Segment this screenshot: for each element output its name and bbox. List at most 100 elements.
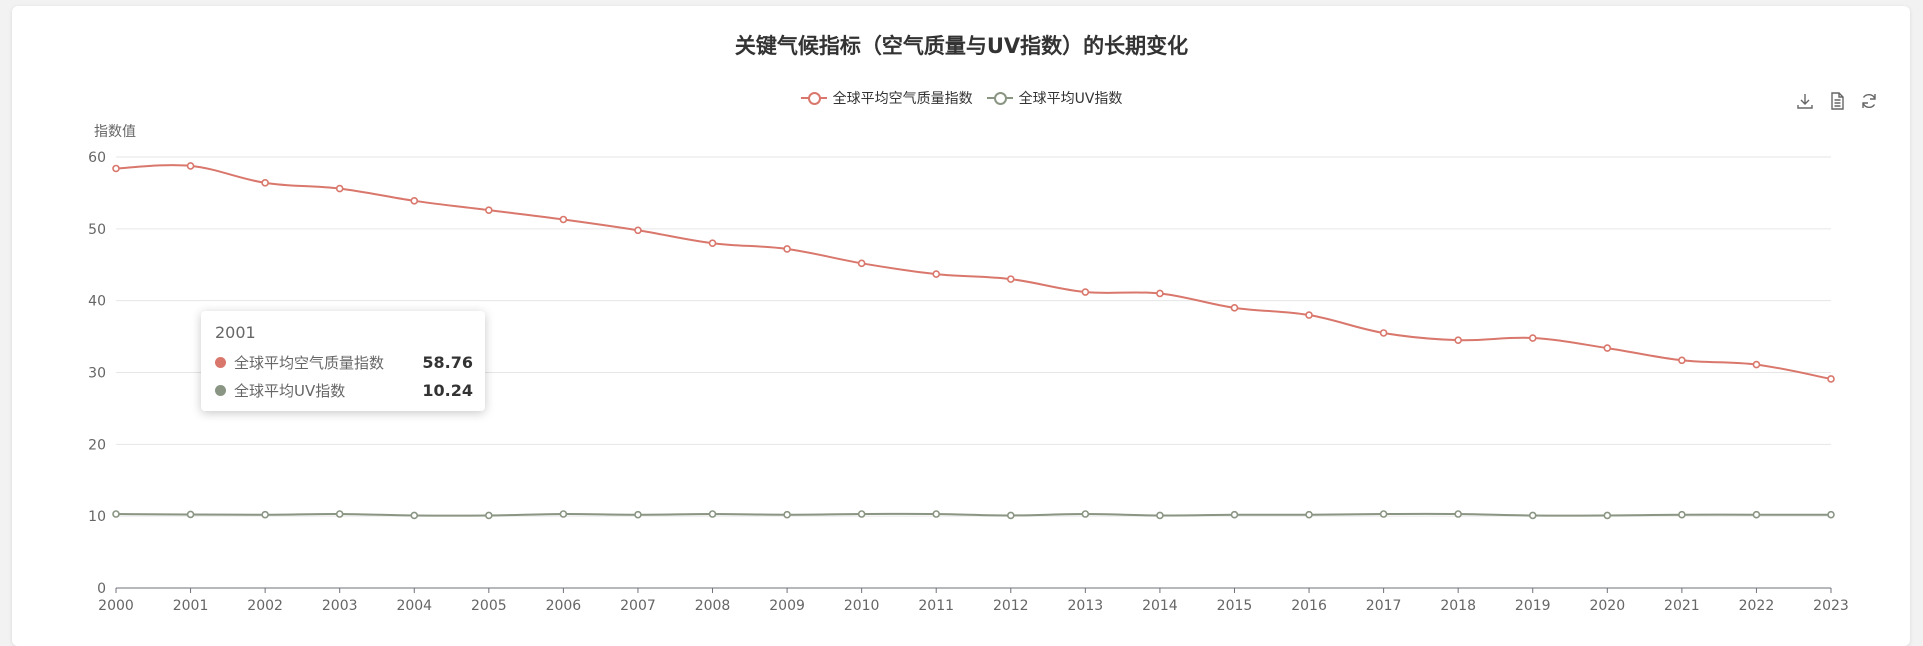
x-tick-label: 2014 — [1142, 598, 1178, 614]
x-tick-label: 2005 — [471, 598, 507, 614]
data-point — [559, 215, 568, 224]
data-point — [112, 510, 120, 518]
x-tick-label: 2020 — [1589, 598, 1625, 614]
data-point — [485, 206, 493, 214]
data-point — [112, 164, 120, 173]
x-tick-label: 2009 — [769, 598, 805, 614]
data-point — [932, 510, 941, 518]
data-point — [783, 510, 791, 519]
data-point — [634, 510, 642, 519]
legend-swatch-uv — [986, 90, 1013, 106]
tooltip: 2001 全球平均空气质量指数 58.76 全球平均UV指数 10.24 — [201, 311, 485, 411]
data-point — [1827, 375, 1835, 383]
x-tick-label: 2023 — [1813, 598, 1849, 614]
data-point — [634, 226, 642, 235]
tooltip-name-uv: 全球平均UV指数 — [234, 381, 346, 400]
refresh-icon[interactable] — [1859, 91, 1879, 111]
data-point — [1379, 510, 1388, 518]
x-tick-label: 2013 — [1068, 598, 1104, 614]
data-point — [708, 510, 717, 518]
data-point — [335, 184, 344, 193]
legend-swatch-air-quality — [800, 90, 827, 106]
data-point — [1006, 275, 1015, 283]
x-tick-label: 2008 — [695, 598, 731, 614]
x-tick-label: 2015 — [1217, 598, 1253, 614]
x-tick-label: 2012 — [993, 598, 1029, 614]
x-tick-label: 2016 — [1291, 598, 1327, 614]
tooltip-title: 2001 — [215, 323, 256, 342]
data-point — [932, 270, 941, 278]
data-point — [1678, 510, 1686, 519]
x-tick-label: 2017 — [1366, 598, 1402, 614]
x-tick-label: 2000 — [98, 598, 134, 614]
plot-area: 0 10 20 30 40 50 60 2000 2001 2002 2003 2004 2005 200… — [88, 150, 1849, 614]
legend-item-uv[interactable]: 全球平均UV指数 — [986, 88, 1123, 108]
data-point — [485, 511, 493, 520]
tooltip-marker-uv — [215, 384, 226, 396]
x-tick-label: 2019 — [1515, 598, 1551, 614]
y-tick-label: 60 — [88, 150, 106, 166]
data-point — [1827, 510, 1835, 519]
data-point — [1006, 511, 1015, 520]
y-tick-label: 20 — [88, 437, 106, 453]
data-point — [1528, 511, 1537, 520]
legend-item-air-quality[interactable]: 全球平均空气质量指数 — [800, 88, 973, 108]
legend-label-air-quality: 全球平均空气质量指数 — [832, 91, 973, 107]
data-point — [1454, 510, 1462, 518]
tooltip-row-air-quality: 全球平均空气质量指数 58.76 — [215, 351, 473, 373]
tooltip-value-uv: 10.24 — [422, 380, 473, 400]
data-point — [1603, 344, 1612, 352]
data-point — [186, 162, 195, 170]
series-line-0 — [115, 164, 1832, 380]
chart-title: 关键气候指标（空气质量与UV指数）的长期变化 — [734, 34, 1189, 58]
legend: 全球平均空气质量指数 全球平均UV指数 — [0, 88, 1923, 108]
tooltip-value-air-quality: 58.76 — [422, 352, 473, 372]
x-tick-label: 2006 — [546, 598, 582, 614]
data-point — [1752, 360, 1761, 369]
download-icon[interactable] — [1795, 91, 1815, 111]
series-line-1 — [115, 512, 1831, 517]
data-point — [1305, 510, 1313, 519]
data-point — [1230, 304, 1239, 312]
x-tick-label: 2004 — [396, 598, 432, 614]
data-point — [410, 197, 419, 205]
y-axis-label: 指数值 — [94, 124, 136, 140]
x-tick-label: 2010 — [844, 598, 880, 614]
tooltip-marker-air-quality — [215, 356, 226, 368]
y-tick-label: 30 — [88, 366, 106, 382]
data-point — [261, 510, 269, 519]
y-tick-label: 50 — [88, 222, 106, 238]
data-point — [261, 179, 269, 187]
data-point — [1379, 329, 1388, 337]
x-tick-label: 2002 — [247, 598, 283, 614]
data-point — [708, 239, 717, 247]
data-point — [335, 510, 344, 518]
y-tick-label: 10 — [88, 509, 106, 525]
data-point — [1081, 510, 1090, 518]
data-point — [1603, 511, 1612, 520]
x-tick-label: 2001 — [173, 598, 209, 614]
toolbox — [1795, 91, 1879, 111]
legend-label-uv: 全球平均UV指数 — [1018, 91, 1123, 107]
y-tick-label: 40 — [88, 294, 106, 310]
data-view-icon[interactable] — [1827, 91, 1847, 111]
data-point — [857, 259, 866, 268]
data-point — [1305, 311, 1313, 319]
data-point — [559, 510, 568, 518]
data-point — [1230, 510, 1239, 519]
x-tick-label: 2018 — [1440, 598, 1476, 614]
data-point — [783, 245, 791, 253]
tooltip-row-uv: 全球平均UV指数 10.24 — [215, 379, 473, 401]
data-point — [1454, 336, 1462, 344]
x-tick-label: 2022 — [1739, 598, 1775, 614]
data-point — [186, 510, 195, 519]
tooltip-name-air-quality: 全球平均空气质量指数 — [234, 353, 385, 372]
x-tick-label: 2011 — [918, 598, 954, 614]
data-point — [857, 510, 866, 518]
x-tick-label: 2021 — [1664, 598, 1700, 614]
x-tick-label: 2003 — [322, 598, 358, 614]
data-point — [1156, 289, 1164, 298]
data-point — [1752, 510, 1761, 519]
data-point — [410, 511, 419, 520]
data-point — [1528, 334, 1537, 342]
